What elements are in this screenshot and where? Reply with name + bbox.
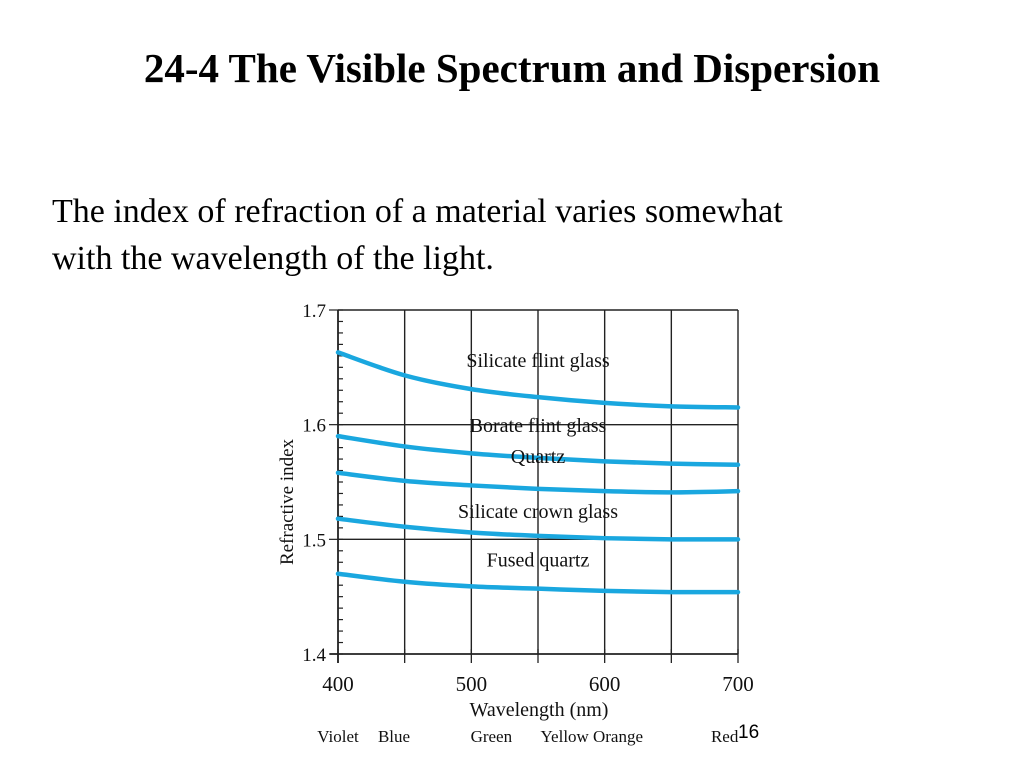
y-tick-label: 1.4 bbox=[302, 645, 326, 666]
series-label: Quartz bbox=[511, 446, 566, 468]
y-tick-label: 1.5 bbox=[302, 530, 326, 551]
y-tick-label: 1.6 bbox=[302, 416, 326, 437]
spectrum-color-label: Violet bbox=[317, 727, 359, 746]
x-tick-label: 600 bbox=[589, 672, 621, 696]
chart-labels: 1.4 1.5 1.6 1.7 400 500 600 700 Wavelength (nm) R… bbox=[277, 301, 754, 746]
x-axis-title: Wavelength (nm) bbox=[470, 699, 609, 721]
chart-series bbox=[335, 350, 741, 595]
spectrum-color-label: Red bbox=[711, 727, 739, 746]
y-axis-title: Refractive index bbox=[277, 438, 298, 565]
chart-axes bbox=[329, 309, 739, 663]
series-line bbox=[335, 571, 741, 595]
series-label: Borate flint glass bbox=[470, 415, 607, 437]
spectrum-color-label: Yellow bbox=[540, 727, 589, 746]
body-line-2: with the wavelength of the light. bbox=[52, 240, 494, 277]
series-line bbox=[335, 516, 741, 542]
slide-title: 24-4 The Visible Spectrum and Dispersion bbox=[143, 45, 881, 91]
series-line bbox=[335, 350, 741, 410]
x-tick-label: 400 bbox=[322, 672, 354, 696]
series-label: Silicate flint glass bbox=[466, 350, 610, 372]
spectrum-color-label: Orange bbox=[593, 727, 643, 746]
series-line bbox=[335, 433, 741, 468]
x-tick-label: 500 bbox=[456, 672, 488, 696]
x-tick-label: 700 bbox=[722, 672, 754, 696]
body-line-1: The index of refraction of a material va… bbox=[52, 193, 783, 230]
spectrum-color-label: Blue bbox=[378, 727, 410, 746]
spectrum-color-label: Green bbox=[471, 727, 513, 746]
slide-body: The index of refraction of a material va… bbox=[52, 188, 932, 282]
series-label: Silicate crown glass bbox=[458, 501, 618, 523]
series-line bbox=[335, 470, 741, 495]
page-number: 16 bbox=[738, 722, 760, 743]
series-label: Fused quartz bbox=[487, 550, 590, 572]
y-tick-label: 1.7 bbox=[302, 301, 326, 322]
